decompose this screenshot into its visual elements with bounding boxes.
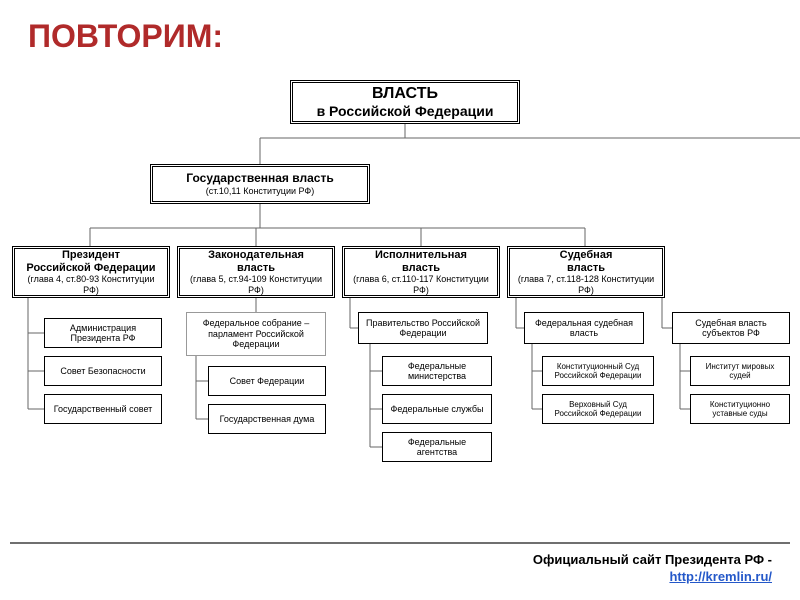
footer-divider	[10, 542, 790, 544]
org-chart: ВЛАСТЬ в Российской Федерации Государств…	[0, 78, 800, 558]
footer-prefix: Официальный сайт Президента РФ -	[533, 552, 772, 567]
page-title: ПОВТОРИМ:	[28, 18, 223, 55]
footer: Официальный сайт Президента РФ - http://…	[533, 552, 772, 586]
footer-link[interactable]: http://kremlin.ru/	[669, 569, 772, 584]
connectors	[0, 78, 800, 558]
